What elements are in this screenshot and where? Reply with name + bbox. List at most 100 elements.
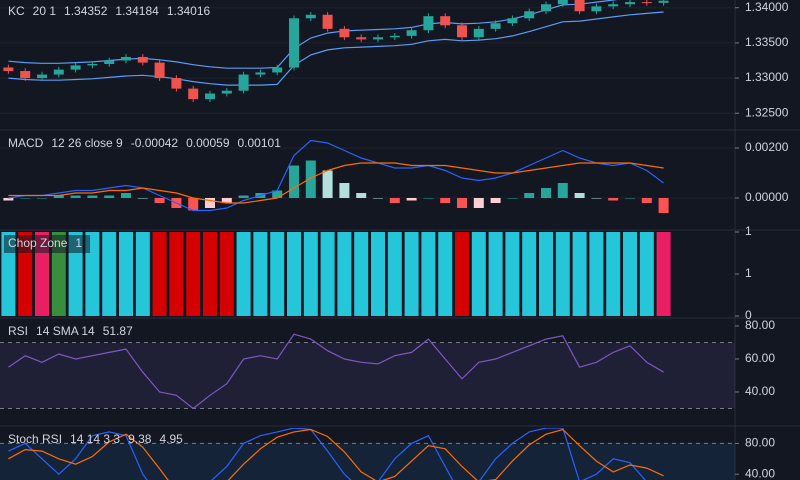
y-tick-label: 60.00 — [745, 351, 775, 365]
series-line — [8, 139, 664, 212]
column — [270, 232, 285, 316]
y-tick-label: 80.00 — [745, 436, 775, 450]
column — [505, 232, 520, 316]
y-tick-label: 1.33000 — [745, 70, 789, 84]
candle-body — [490, 23, 501, 29]
series-line — [8, 333, 664, 410]
histogram-bar — [557, 183, 568, 198]
y-tick-label: 0.00200 — [745, 140, 789, 154]
legend: MACD 12 26 close 9 -0.00042 0.00059 0.00101 — [8, 136, 281, 150]
histogram-bar — [457, 198, 467, 208]
column — [455, 232, 469, 316]
legend-value: 9.38 — [128, 432, 152, 446]
band-fill — [0, 443, 735, 480]
y-tick-label: 40.00 — [745, 384, 775, 398]
histogram-bar — [305, 160, 316, 198]
histogram-bar — [3, 198, 14, 201]
column — [387, 232, 402, 316]
histogram-bar — [389, 198, 400, 203]
y-tick-label: 0.00000 — [745, 190, 789, 204]
pane — [0, 139, 735, 213]
histogram-bar — [53, 195, 64, 198]
histogram-bar — [322, 170, 333, 198]
candle-body — [322, 14, 333, 29]
y-tick-label: 1.32500 — [745, 105, 789, 119]
candle-body — [541, 4, 551, 12]
series-line — [8, 0, 619, 69]
histogram-bar — [507, 198, 518, 199]
legend-value: -0.00042 — [131, 136, 179, 150]
histogram-bar — [104, 195, 115, 198]
legend: KC 20 1 1.34352 1.34184 1.34016 — [8, 4, 211, 18]
column — [119, 232, 133, 316]
series-line — [8, 11, 664, 86]
histogram-bar — [238, 195, 249, 198]
candle-body — [255, 72, 266, 75]
histogram-bar — [373, 198, 383, 199]
candle-body — [641, 2, 652, 4]
candle-body — [423, 16, 434, 31]
candle-body — [591, 6, 602, 12]
histogram-bar — [625, 198, 635, 199]
candle-body — [137, 56, 148, 63]
column — [169, 232, 184, 316]
column — [236, 232, 251, 316]
legend-background — [4, 235, 91, 253]
column — [639, 232, 654, 316]
legend-value: 1.34352 — [64, 4, 108, 18]
column — [404, 232, 419, 316]
y-tick-label: 80.00 — [745, 318, 775, 332]
column — [471, 232, 486, 316]
legend: Stoch RSI 14 14 3 3 9.38 4.95 — [8, 432, 183, 446]
legend: Chop Zone 1 — [4, 235, 91, 253]
histogram-bar — [406, 198, 417, 201]
histogram-bar — [641, 198, 652, 203]
candle-body — [171, 78, 182, 89]
column — [438, 232, 453, 316]
candle-body — [524, 11, 535, 19]
histogram-bar — [440, 198, 451, 203]
histogram-bar — [121, 193, 131, 198]
legend-value: 1 — [75, 236, 82, 250]
legend-value: 51.87 — [103, 324, 133, 338]
legend-value: 0.00101 — [238, 136, 282, 150]
column — [320, 232, 335, 316]
legend-params: 14 SMA 14 — [36, 324, 95, 338]
column — [203, 232, 217, 316]
legend-title: Stoch RSI — [8, 432, 62, 446]
candle-body — [457, 25, 467, 38]
candle-body — [389, 35, 400, 38]
candle-body — [188, 88, 199, 100]
legend-title: KC — [8, 4, 25, 18]
candle-body — [70, 65, 81, 70]
histogram-bar — [574, 193, 585, 198]
histogram-bar — [188, 198, 199, 211]
histogram-bar — [524, 193, 535, 198]
legend-value: 1.34016 — [167, 4, 211, 18]
candle-body — [608, 4, 619, 7]
histogram-bar — [608, 198, 619, 201]
legend-title: Chop Zone — [8, 236, 68, 250]
histogram-bar — [658, 198, 669, 213]
y-tick-label: 1.34000 — [745, 0, 789, 14]
pane — [0, 333, 735, 410]
histogram-bar — [20, 198, 31, 199]
histogram-bar — [154, 198, 165, 203]
column — [656, 232, 671, 316]
histogram-bar — [339, 183, 350, 198]
candle-body — [473, 28, 484, 38]
histogram-bar — [70, 195, 81, 198]
candle-body — [507, 18, 518, 24]
histogram-bar — [591, 198, 602, 199]
series-line — [8, 162, 664, 204]
histogram-bar — [473, 198, 484, 208]
column — [522, 232, 537, 316]
candle-body — [373, 37, 383, 40]
candle-body — [289, 18, 299, 68]
y-tick-label: 1 — [745, 266, 752, 280]
column — [102, 232, 117, 316]
pane — [1, 232, 671, 316]
column — [589, 232, 604, 316]
column — [135, 232, 150, 316]
